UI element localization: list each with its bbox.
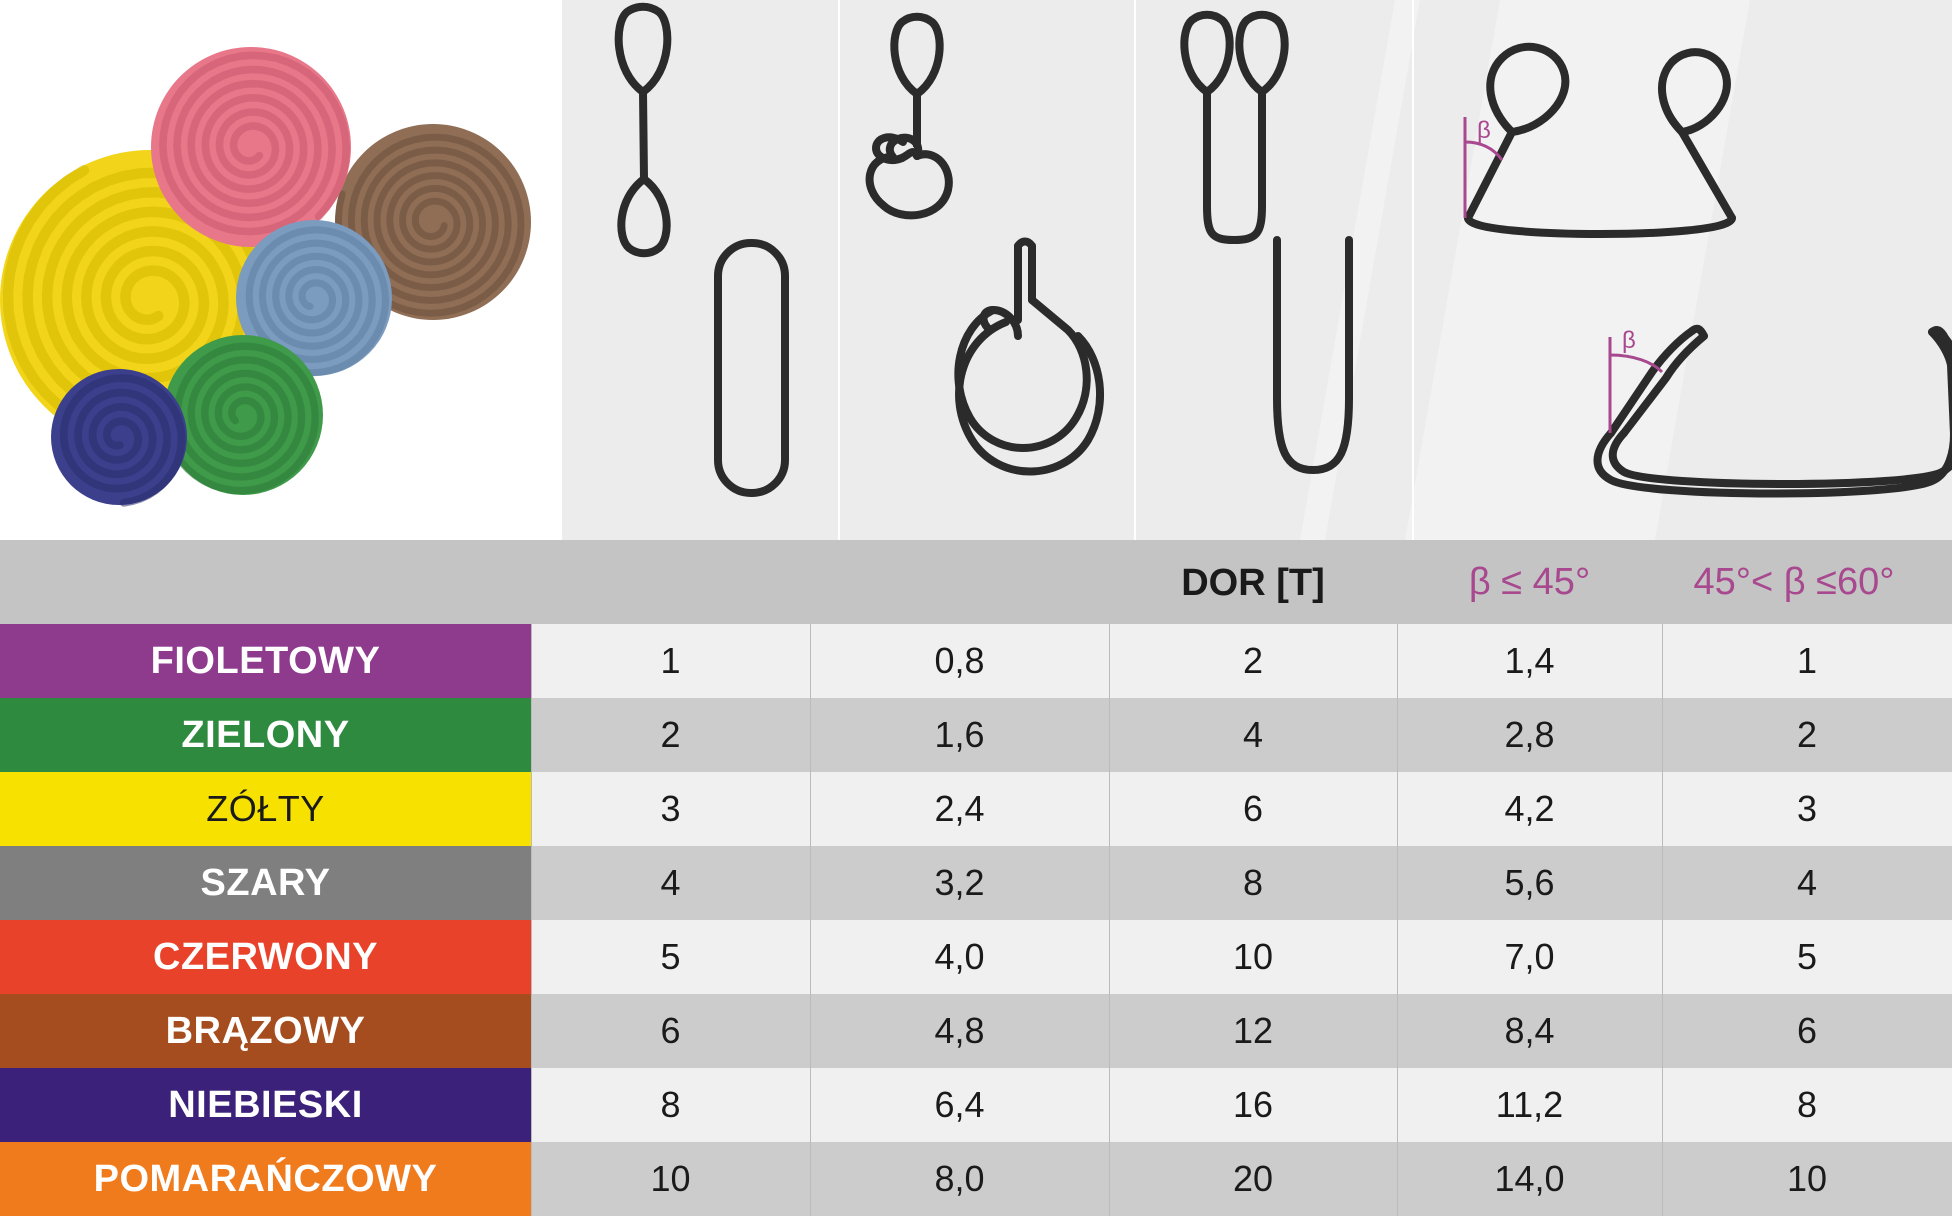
svg-text:β: β xyxy=(1622,327,1636,354)
svg-text:β: β xyxy=(1477,117,1491,144)
